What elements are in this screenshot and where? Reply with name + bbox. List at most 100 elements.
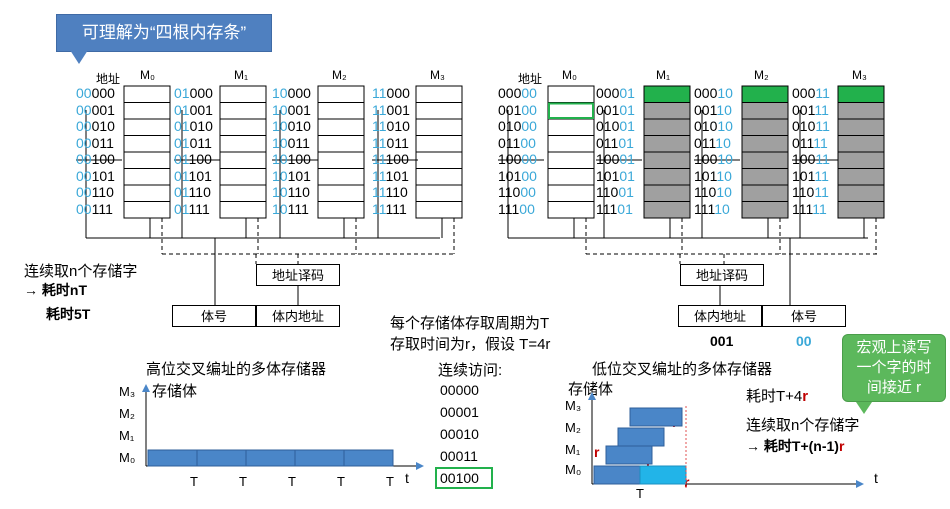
sequence-item: 00010 bbox=[440, 426, 479, 442]
memory-cell bbox=[219, 184, 267, 202]
memory-cell bbox=[837, 151, 885, 169]
memory-cell bbox=[547, 201, 595, 219]
note-time-T4r: 耗时T+4r bbox=[746, 385, 808, 406]
memory-cell bbox=[837, 201, 885, 219]
note-cost-formula: → 耗时T+(n-1)r bbox=[746, 436, 844, 456]
low-order-title: 低位交叉编址的多体存储器 bbox=[592, 361, 773, 378]
note-cost-nT: → 耗时nT bbox=[24, 282, 87, 298]
memory-cell bbox=[547, 102, 595, 120]
module-label-m0: M₀ bbox=[140, 68, 155, 82]
note-access-r: 存取时间为r，假设 T=4r bbox=[390, 336, 551, 353]
memory-cell bbox=[547, 168, 595, 186]
module-label-m2: M₂ bbox=[332, 68, 347, 82]
note-cost-prefix: → 耗时T+(n-1) bbox=[746, 438, 839, 454]
memory-cell bbox=[741, 184, 789, 202]
sequence-item-highlighted: 00100 bbox=[440, 470, 479, 486]
memory-cell bbox=[415, 102, 463, 120]
r-label: r bbox=[684, 474, 690, 490]
t-label: T bbox=[239, 474, 247, 489]
memory-cell bbox=[123, 118, 171, 136]
callout-macro-rw: 宏观上读写 一个字的时 间接近 r bbox=[842, 334, 946, 402]
y-label-m1: M₁ bbox=[119, 428, 135, 443]
memory-cell bbox=[741, 85, 789, 103]
callout-line: 间接近 r bbox=[866, 379, 922, 396]
module-label-m0: M₀ bbox=[562, 68, 577, 82]
memory-cell bbox=[317, 151, 365, 169]
callout-tail bbox=[70, 50, 88, 64]
low-order-interleave-diagram: 地址 M₀ M₁ M₂ M₃ 地址译码 体内地址 体号 001 00 bbox=[518, 68, 867, 349]
y-label-m2: M₂ bbox=[565, 420, 581, 435]
memory-cell bbox=[837, 135, 885, 153]
memory-cell bbox=[415, 118, 463, 136]
module-label-m1: M₁ bbox=[234, 68, 249, 82]
high-order-interleave-diagram: 地址 M₀ M₁ M₂ M₃ 地址译码 体号 体内地址 bbox=[0, 0, 475, 340]
t-label: T bbox=[636, 486, 644, 501]
module-label-m3: M₃ bbox=[852, 68, 867, 82]
axis-arrow bbox=[142, 384, 150, 392]
note-continuous-fetch: 连续取n个存储字 bbox=[746, 417, 860, 434]
module-label-m3: M₃ bbox=[430, 68, 445, 82]
memory-cell bbox=[317, 118, 365, 136]
memory-cell bbox=[837, 102, 885, 120]
sequence-highlight bbox=[435, 467, 493, 489]
callout-line: 一个字的时 bbox=[856, 359, 932, 376]
memory-cell bbox=[741, 168, 789, 186]
bank-number-value: 00 bbox=[796, 333, 812, 349]
memory-cell bbox=[547, 151, 595, 169]
memory-cell bbox=[643, 118, 691, 136]
r-label: r bbox=[594, 444, 600, 460]
memory-cell bbox=[643, 201, 691, 219]
access-bar bbox=[617, 427, 665, 447]
t-label: T bbox=[386, 474, 394, 489]
t-label: T bbox=[337, 474, 345, 489]
memory-cell bbox=[219, 102, 267, 120]
memory-cell bbox=[643, 85, 691, 103]
t-label: T bbox=[288, 474, 296, 489]
memory-cell bbox=[643, 184, 691, 202]
addr-header: 地址 bbox=[96, 72, 121, 86]
memory-cell bbox=[415, 151, 463, 169]
note-time-r: r bbox=[802, 388, 809, 405]
access-bar bbox=[147, 449, 198, 467]
memory-cell bbox=[837, 168, 885, 186]
memory-cell bbox=[643, 135, 691, 153]
highlighted-cell bbox=[548, 102, 594, 119]
memory-cell bbox=[547, 135, 595, 153]
t-axis-label: t bbox=[405, 470, 409, 486]
access-bar bbox=[343, 449, 394, 467]
y-label-m0: M₀ bbox=[119, 450, 136, 465]
y-label-m1: M₁ bbox=[565, 442, 581, 457]
memory-cell bbox=[837, 184, 885, 202]
memory-cell bbox=[547, 118, 595, 136]
memory-cell bbox=[415, 85, 463, 103]
memory-cell bbox=[219, 151, 267, 169]
inner-address-value: 001 bbox=[710, 333, 734, 349]
memory-cell bbox=[219, 135, 267, 153]
axis-arrow bbox=[856, 480, 864, 488]
y-label-m2: M₂ bbox=[119, 406, 135, 421]
note-continuous-fetch: 连续取n个存储字 bbox=[24, 263, 138, 280]
access-bar bbox=[196, 449, 247, 467]
module-label-m2: M₂ bbox=[754, 68, 769, 82]
memory-cell bbox=[123, 135, 171, 153]
memory-cell bbox=[219, 168, 267, 186]
memory-cell bbox=[415, 201, 463, 219]
note-time-prefix: 耗时T+4 bbox=[746, 388, 803, 405]
memory-cell bbox=[123, 102, 171, 120]
memory-cell bbox=[123, 201, 171, 219]
memory-cell bbox=[219, 118, 267, 136]
memory-cell bbox=[317, 102, 365, 120]
access-bar-next bbox=[639, 465, 687, 485]
module-label-m1: M₁ bbox=[656, 68, 671, 82]
memory-cell bbox=[741, 151, 789, 169]
memory-cell bbox=[317, 168, 365, 186]
memory-cell bbox=[741, 201, 789, 219]
note-cost-5T: 耗时5T bbox=[46, 306, 91, 322]
sequence-item: 00011 bbox=[440, 448, 478, 464]
memory-cell bbox=[123, 168, 171, 186]
memory-cell bbox=[317, 201, 365, 219]
note-cost-r: r bbox=[838, 438, 845, 454]
access-bar bbox=[294, 449, 345, 467]
access-bar bbox=[593, 465, 641, 485]
